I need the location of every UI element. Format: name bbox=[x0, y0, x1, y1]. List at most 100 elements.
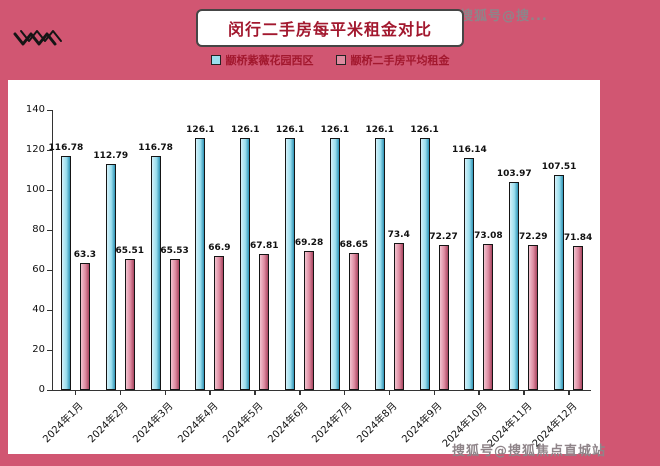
y-axis-label: 80 bbox=[32, 224, 45, 235]
bar-series1 bbox=[150, 156, 161, 390]
bar-group: 126.1 69.28 bbox=[276, 125, 323, 390]
x-axis-tick bbox=[343, 390, 346, 395]
bar-series1 bbox=[105, 164, 116, 390]
value-label: 116.78 bbox=[48, 143, 84, 154]
bar-series1 bbox=[60, 156, 71, 390]
bar-wrap: 73.08 bbox=[474, 231, 503, 390]
y-axis-tick bbox=[47, 389, 53, 391]
bar-group: 103.97 72.29 bbox=[497, 169, 547, 390]
value-label: 69.28 bbox=[294, 238, 324, 249]
bar-group: 126.1 72.27 bbox=[410, 125, 458, 390]
y-axis-label: 0 bbox=[38, 384, 45, 395]
bar-series1 bbox=[554, 174, 565, 390]
bar-series1 bbox=[285, 137, 296, 390]
bar-wrap: 72.29 bbox=[519, 232, 547, 390]
y-axis-tick bbox=[47, 269, 53, 271]
bar-wrap: 103.97 bbox=[497, 169, 532, 390]
value-label: 63.3 bbox=[73, 250, 97, 261]
value-label: 73.08 bbox=[474, 230, 503, 241]
legend-label-series1: 颛桥紫薇花园西区 bbox=[225, 54, 314, 67]
bar-group: 116.78 65.53 bbox=[138, 143, 189, 390]
bar-wrap: 116.78 bbox=[49, 143, 83, 390]
value-label: 68.65 bbox=[339, 239, 369, 250]
y-axis-tick bbox=[47, 109, 53, 111]
bar-wrap: 72.27 bbox=[429, 232, 458, 390]
bar-series2 bbox=[348, 252, 359, 390]
x-axis-tick bbox=[164, 390, 167, 395]
watermark-top: 搜狐号@搜... bbox=[460, 9, 548, 24]
bar-series1 bbox=[464, 157, 475, 390]
bar-series2 bbox=[304, 251, 315, 390]
bar-wrap: 126.1 bbox=[321, 125, 349, 390]
value-label: 72.27 bbox=[429, 232, 458, 243]
y-axis-tick bbox=[47, 189, 53, 191]
bar-series2 bbox=[124, 258, 135, 390]
x-axis-tick bbox=[299, 390, 301, 395]
x-axis-tick bbox=[74, 390, 77, 395]
bar-wrap: 126.1 bbox=[366, 125, 394, 390]
value-label: 126.1 bbox=[275, 124, 305, 135]
bar-wrap: 66.9 bbox=[208, 243, 231, 390]
value-label: 126.1 bbox=[410, 124, 439, 135]
bar-group: 126.1 67.81 bbox=[231, 125, 278, 390]
value-label: 103.97 bbox=[496, 169, 532, 180]
x-axis-tick bbox=[209, 390, 211, 395]
bar-series1 bbox=[195, 137, 206, 390]
bar-group: 112.79 65.51 bbox=[93, 151, 144, 390]
legend-swatch-series1-icon bbox=[210, 55, 221, 65]
bar-series2 bbox=[393, 243, 404, 390]
y-axis-tick bbox=[47, 349, 53, 351]
y-axis-label: 140 bbox=[25, 104, 45, 115]
legend-item-series2: 颛桥二手房平均租金 bbox=[335, 52, 450, 68]
bar-series1 bbox=[240, 137, 251, 390]
value-label: 71.84 bbox=[563, 233, 593, 244]
y-axis-label: 20 bbox=[32, 344, 45, 355]
bar-group: 107.51 71.84 bbox=[542, 162, 593, 390]
bar-wrap: 107.51 bbox=[542, 162, 576, 390]
bar-series2 bbox=[259, 254, 270, 390]
bar-series1 bbox=[419, 137, 430, 390]
bar-series1 bbox=[329, 137, 340, 390]
x-axis-tick bbox=[254, 390, 256, 395]
value-label: 107.51 bbox=[541, 161, 577, 172]
watermark-bottom: 搜狐号@搜狐焦点直城站 bbox=[452, 444, 607, 459]
plot-area: 0 20 40 60 80 100 120 140 116.78 63.3 2024年1月 112.7… bbox=[26, 104, 593, 450]
bar-wrap: 126.1 bbox=[186, 125, 215, 390]
bar-wrap: 112.79 bbox=[93, 151, 128, 390]
bar-wrap: 126.1 bbox=[231, 125, 259, 390]
x-axis-tick bbox=[568, 390, 570, 395]
bar-series2 bbox=[573, 246, 584, 390]
legend: 颛桥紫薇花园西区 颛桥二手房平均租金 bbox=[0, 52, 660, 68]
bar-series2 bbox=[438, 245, 449, 390]
value-label: 116.78 bbox=[138, 143, 173, 154]
bar-wrap: 126.1 bbox=[276, 125, 304, 390]
bar-series2 bbox=[79, 263, 90, 390]
chart-title: 闵行二手房每平米租金对比 bbox=[227, 20, 433, 39]
x-axis-tick bbox=[433, 390, 436, 395]
bar-wrap: 65.53 bbox=[160, 246, 189, 390]
bar-wrap: 116.14 bbox=[452, 145, 487, 390]
bar-series2 bbox=[169, 258, 180, 390]
y-axis-tick bbox=[47, 309, 53, 311]
bar-wrap: 65.51 bbox=[116, 246, 144, 390]
y-axis-label: 40 bbox=[32, 304, 45, 315]
chart-title-box: 闵行二手房每平米租金对比 bbox=[195, 9, 465, 47]
y-axis-label: 120 bbox=[25, 144, 45, 155]
bar-wrap: 116.78 bbox=[138, 143, 173, 390]
chart-panel: 0 20 40 60 80 100 120 140 116.78 63.3 2024年1月 112.7… bbox=[8, 80, 600, 454]
bar-wrap: 126.1 bbox=[410, 125, 439, 390]
bar-group: 126.1 68.65 bbox=[321, 125, 368, 390]
bar-group: 126.1 66.9 bbox=[186, 125, 233, 390]
bar-wrap: 68.65 bbox=[340, 240, 368, 390]
bar-series2 bbox=[528, 245, 539, 390]
value-label: 72.29 bbox=[519, 232, 548, 243]
bar-wrap: 69.28 bbox=[295, 238, 323, 390]
value-label: 126.1 bbox=[231, 124, 260, 135]
zigzag-logo-icon bbox=[12, 26, 64, 56]
x-axis-tick bbox=[523, 390, 525, 395]
y-axis-label: 100 bbox=[25, 184, 45, 195]
y-axis-tick bbox=[47, 229, 53, 231]
x-axis-tick bbox=[119, 390, 122, 395]
bar-wrap: 67.81 bbox=[250, 241, 278, 390]
